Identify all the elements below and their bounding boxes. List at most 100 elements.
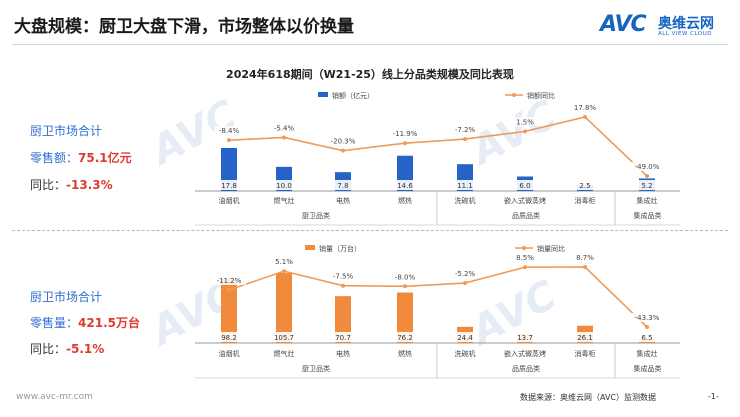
- logo-name-cn: 奥维云网: [658, 16, 714, 32]
- yoy-label: 5.1%: [275, 258, 293, 266]
- yoy-label: -5.2%: [455, 270, 476, 278]
- group-label: 品质品类: [512, 211, 540, 220]
- yoy-marker: [463, 281, 467, 286]
- bar-value-label: 24.4: [457, 334, 473, 342]
- bar-value-label-bg: [332, 180, 354, 190]
- legend-label-bar: 销量（万台）: [319, 244, 361, 253]
- yoy-marker: [645, 325, 649, 329]
- yoy-marker: [583, 265, 587, 269]
- legend-marker-line: [512, 93, 516, 97]
- bar-value-label-bg: [514, 180, 536, 190]
- bar-value-label: 76.2: [397, 334, 413, 342]
- summary-bottom-heading: 厨卫市场合计: [30, 290, 103, 304]
- yoy-label: -43.3%: [635, 314, 660, 322]
- yoy-marker: [583, 115, 587, 119]
- yoy-label: 1.5%: [516, 118, 534, 126]
- bar-value-label: 2.5: [579, 182, 590, 190]
- category-label: 洗碗机: [455, 349, 476, 358]
- yoy-label: -11.9%: [393, 130, 418, 138]
- bar-value-label: 105.7: [274, 334, 294, 342]
- yoy-marker: [227, 138, 231, 143]
- legend-label-bar: 销额（亿元）: [332, 91, 374, 100]
- yoy-label-bg: [326, 136, 360, 146]
- yoy-label-bg: [450, 269, 480, 279]
- yoy-label-bg: [573, 253, 597, 262]
- yoy-marker: [523, 129, 527, 134]
- yoy-label: -8.4%: [219, 127, 240, 135]
- yoy-marker: [645, 174, 649, 178]
- summary-bottom-value: 零售量：421.5万台: [30, 316, 140, 330]
- chart-title: 2024年618期间（W21-25）线上分品类规模及同比表现: [226, 68, 514, 81]
- bar-value-label-bg: [392, 180, 418, 190]
- section-divider: [12, 230, 728, 231]
- bar-value-label-bg: [216, 180, 242, 190]
- bar-value-label-bg: [216, 332, 242, 342]
- category-label: 油烟机: [219, 196, 240, 205]
- bar-value-label: 98.2: [221, 334, 237, 342]
- page-title: 大盘规模：厨卫大盘下滑，市场整体以价换量: [14, 17, 354, 37]
- bar-value-label-bg: [636, 332, 658, 342]
- bar-value-label: 26.1: [577, 334, 593, 342]
- page-number: -1-: [708, 392, 719, 401]
- yoy-label: -11.2%: [217, 277, 242, 285]
- summary-bottom-yoy: 同比：-5.1%: [30, 342, 105, 356]
- yoy-marker: [341, 148, 345, 153]
- yoy-label: -49.0%: [635, 163, 660, 171]
- yoy-label-bg: [269, 123, 299, 133]
- legend-label-line: 销量同比: [537, 244, 565, 253]
- yoy-label-bg: [630, 162, 664, 171]
- category-label: 消毒柜: [575, 196, 596, 205]
- logo-avc-text: AVC: [600, 12, 647, 37]
- legend-swatch-bar: [305, 245, 315, 250]
- category-label: 电热: [336, 196, 350, 205]
- category-label: 燃热: [398, 196, 412, 205]
- category-label: 燃气灶: [274, 349, 295, 358]
- group-label: 集成品类: [634, 364, 662, 373]
- bar-value-label-bg: [392, 332, 418, 342]
- group-label: 集成品类: [634, 211, 662, 220]
- yoy-label: -5.4%: [274, 124, 295, 132]
- summary-top-value: 零售额：75.1亿元: [30, 151, 132, 165]
- bar: [397, 292, 413, 343]
- summary-top-yoy: 同比：-13.3%: [30, 178, 113, 192]
- yoy-marker: [227, 287, 231, 292]
- bar-value-label-bg: [572, 332, 598, 342]
- bar-value-label-bg: [271, 180, 297, 190]
- brand-logo: AVC 奥维云网 ALL VIEW CLOUD: [600, 12, 730, 44]
- bar-value-label-bg: [452, 332, 478, 342]
- yoy-marker: [463, 137, 467, 142]
- bar-value-label-bg: [574, 180, 596, 190]
- category-label: 消毒柜: [575, 349, 596, 358]
- logo-name-en: ALL VIEW CLOUD: [658, 31, 712, 37]
- category-label: 电热: [336, 349, 350, 358]
- yoy-line: [228, 266, 648, 328]
- yoy-label-bg: [513, 117, 537, 127]
- yoy-label-bg: [570, 103, 600, 112]
- category-label: 集成灶: [637, 349, 658, 358]
- yoy-marker: [403, 284, 407, 289]
- footer-source: 数据来源：奥维云网（AVC）监测数据: [520, 393, 657, 402]
- yoy-label-bg: [388, 129, 422, 139]
- yoy-label: 8.5%: [516, 254, 534, 262]
- bar-value-label: 17.8: [221, 182, 237, 190]
- bar-value-label: 13.7: [517, 334, 533, 342]
- yoy-label-bg: [214, 126, 244, 136]
- category-label: 嵌入式微蒸烤: [504, 196, 546, 205]
- yoy-label-bg: [513, 253, 537, 263]
- bar-value-label-bg: [512, 332, 538, 342]
- group-label: 品质品类: [512, 364, 540, 373]
- category-label: 洗碗机: [455, 196, 476, 205]
- yoy-label: -7.5%: [333, 273, 354, 281]
- yoy-label: 8.7%: [576, 254, 594, 262]
- bar: [276, 273, 292, 343]
- yoy-label: -20.3%: [331, 138, 356, 146]
- category-label: 集成灶: [637, 196, 658, 205]
- yoy-label-bg: [630, 313, 664, 322]
- header-divider: [12, 44, 728, 45]
- bar-value-label-bg: [452, 180, 478, 190]
- yoy-label-bg: [450, 125, 480, 135]
- bar-value-label: 5.2: [641, 182, 652, 190]
- yoy-marker: [282, 135, 286, 140]
- bar: [335, 296, 351, 343]
